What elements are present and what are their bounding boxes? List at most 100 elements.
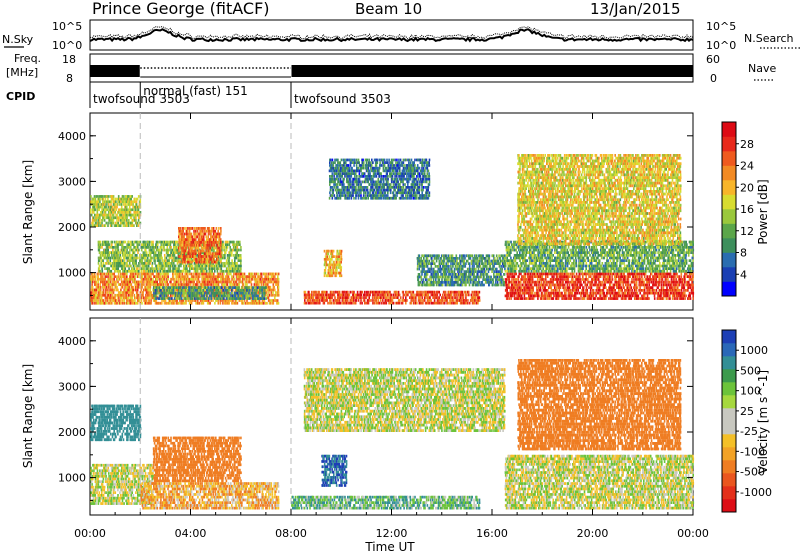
cell-2 (117, 203, 119, 206)
cell-1 (231, 254, 233, 257)
cell-0 (106, 297, 108, 300)
cell-4 (246, 292, 248, 295)
beam-title: Beam 10 (355, 0, 422, 18)
cell-1 (145, 267, 147, 270)
cell-3 (182, 233, 184, 236)
cell-2 (90, 195, 92, 198)
cell-1 (117, 246, 119, 249)
cell-0 (113, 291, 115, 294)
cell-0 (211, 283, 213, 286)
cell-4 (196, 292, 198, 295)
cell-0 (222, 275, 224, 278)
cell-1 (136, 249, 138, 252)
cell-4 (200, 289, 202, 292)
cell-1 (165, 262, 167, 265)
cell-1 (111, 243, 113, 246)
cell-4 (177, 297, 179, 300)
cell-4 (162, 295, 164, 298)
cell-0 (100, 286, 102, 289)
freq-right-label: Nave (748, 62, 776, 75)
cell-2 (137, 211, 139, 214)
cell-3 (210, 252, 212, 255)
cell-0 (124, 302, 126, 305)
freq-bar-2 (292, 65, 693, 77)
cell-1 (149, 241, 151, 244)
cell-0 (121, 278, 123, 281)
cell-4 (255, 286, 257, 289)
cell-1 (189, 270, 191, 273)
cell-3 (184, 227, 186, 230)
cell-3 (198, 247, 200, 250)
cell-5 (393, 296, 395, 299)
cell-1 (240, 249, 242, 252)
cell-2 (104, 208, 106, 211)
cell-1 (124, 257, 126, 260)
noise-right-label: N.Search (744, 32, 794, 45)
cell-1 (240, 254, 242, 257)
cell-1 (132, 267, 134, 270)
cell-1 (108, 267, 110, 270)
cell-4 (218, 289, 220, 292)
cell-1 (236, 251, 238, 254)
cell-2 (94, 206, 96, 209)
cell-4 (153, 295, 155, 298)
cell-0 (129, 286, 131, 289)
cell-0 (265, 275, 267, 278)
cell-4 (174, 297, 176, 300)
cell-6 (340, 272, 342, 275)
cell-0 (116, 275, 118, 278)
cell-2 (97, 219, 99, 222)
cell-3 (188, 247, 190, 250)
cell-2 (137, 222, 139, 225)
cell-4 (231, 289, 233, 292)
cell-1 (140, 241, 142, 244)
cell-3 (212, 252, 214, 255)
cell-1 (99, 249, 101, 252)
cell-1 (227, 257, 229, 260)
cell-1 (144, 241, 146, 244)
cell-0 (234, 278, 236, 281)
cell-0 (141, 302, 143, 305)
cell-0 (106, 291, 108, 294)
cell-1 (231, 251, 233, 254)
noise-panel-frame (90, 20, 693, 50)
cell-3 (207, 235, 209, 238)
cell-2 (100, 224, 102, 227)
cell-0 (232, 278, 234, 281)
cell-5 (403, 291, 405, 294)
cell-1 (133, 265, 135, 268)
cell-0 (120, 273, 122, 276)
cell-1 (236, 265, 238, 268)
cell-1 (135, 270, 137, 273)
cell-0 (256, 273, 258, 276)
cell-7 (329, 161, 331, 164)
cell-2 (118, 219, 120, 222)
cell-3 (209, 250, 211, 253)
cell-1 (160, 241, 162, 244)
cell-3 (217, 258, 219, 261)
cell-1 (101, 246, 103, 249)
cell-0 (277, 299, 279, 302)
cell-5 (391, 296, 393, 299)
cell-2 (118, 211, 120, 214)
cell-2 (107, 224, 109, 227)
cell-1 (129, 262, 131, 265)
cell-1 (101, 257, 103, 260)
cell-5 (468, 294, 470, 297)
cell-0 (132, 299, 134, 302)
cell-1 (123, 251, 125, 254)
cell-4 (202, 292, 204, 295)
cell-1 (110, 262, 112, 265)
cell-1 (203, 270, 205, 273)
cell-2 (121, 206, 123, 209)
cell-2 (128, 224, 130, 227)
cell-1 (116, 241, 118, 244)
cell-1 (167, 251, 169, 254)
cell-4 (230, 295, 232, 298)
cell-2 (116, 206, 118, 209)
cell-0 (250, 281, 252, 284)
cell-5 (372, 296, 374, 299)
cell-0 (171, 278, 173, 281)
cell-5 (333, 299, 335, 302)
cell-0 (216, 281, 218, 284)
